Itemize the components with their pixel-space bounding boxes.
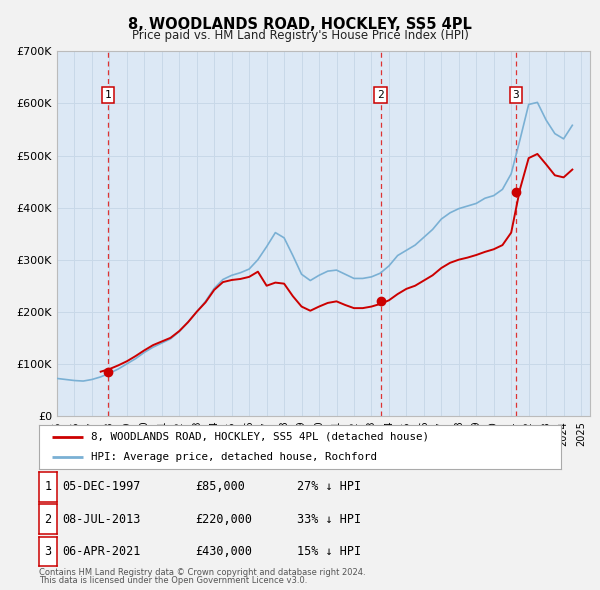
Text: 1: 1 <box>44 480 52 493</box>
Text: 08-JUL-2013: 08-JUL-2013 <box>62 513 140 526</box>
Text: 33% ↓ HPI: 33% ↓ HPI <box>297 513 361 526</box>
Text: 06-APR-2021: 06-APR-2021 <box>62 545 140 558</box>
Text: 3: 3 <box>512 90 519 100</box>
Text: 2: 2 <box>377 90 384 100</box>
Text: £430,000: £430,000 <box>195 545 252 558</box>
Text: 3: 3 <box>44 545 52 558</box>
Text: Price paid vs. HM Land Registry's House Price Index (HPI): Price paid vs. HM Land Registry's House … <box>131 30 469 42</box>
Text: 8, WOODLANDS ROAD, HOCKLEY, SS5 4PL: 8, WOODLANDS ROAD, HOCKLEY, SS5 4PL <box>128 17 472 31</box>
Text: This data is licensed under the Open Government Licence v3.0.: This data is licensed under the Open Gov… <box>39 576 307 585</box>
Text: £85,000: £85,000 <box>195 480 245 493</box>
Text: 15% ↓ HPI: 15% ↓ HPI <box>297 545 361 558</box>
Text: 05-DEC-1997: 05-DEC-1997 <box>62 480 140 493</box>
Text: 8, WOODLANDS ROAD, HOCKLEY, SS5 4PL (detached house): 8, WOODLANDS ROAD, HOCKLEY, SS5 4PL (det… <box>91 432 429 442</box>
Text: Contains HM Land Registry data © Crown copyright and database right 2024.: Contains HM Land Registry data © Crown c… <box>39 568 365 577</box>
Text: 1: 1 <box>104 90 112 100</box>
Text: HPI: Average price, detached house, Rochford: HPI: Average price, detached house, Roch… <box>91 452 377 462</box>
Text: £220,000: £220,000 <box>195 513 252 526</box>
Text: 27% ↓ HPI: 27% ↓ HPI <box>297 480 361 493</box>
Text: 2: 2 <box>44 513 52 526</box>
